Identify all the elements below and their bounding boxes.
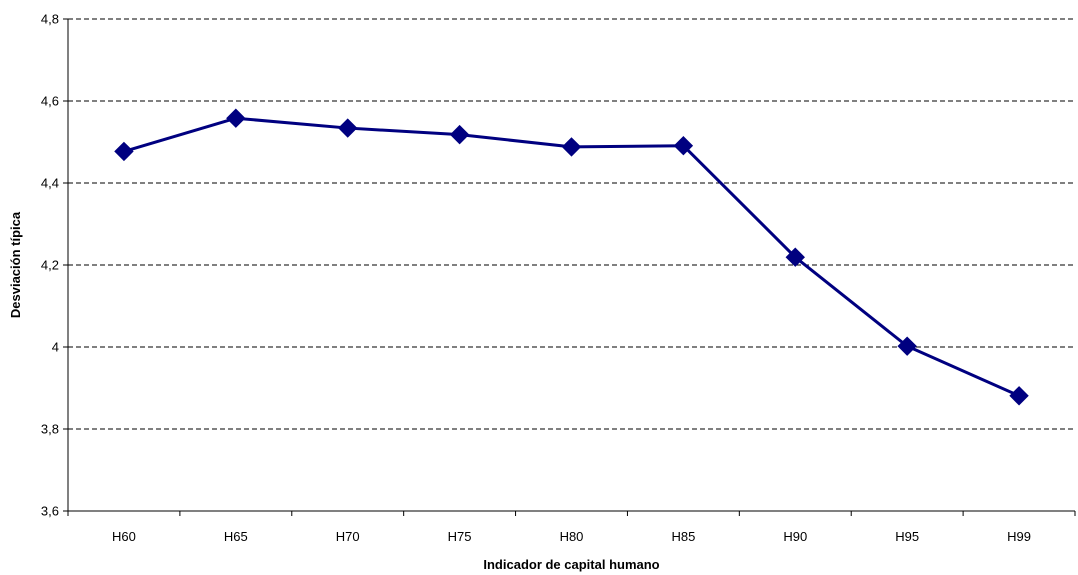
x-axis-title: Indicador de capital humano bbox=[483, 557, 659, 572]
data-point-marker bbox=[449, 124, 470, 145]
y-tick-label: 3,6 bbox=[41, 504, 59, 519]
x-tick-label: H90 bbox=[783, 529, 807, 544]
y-tick-label: 3,8 bbox=[41, 422, 59, 437]
gridlines bbox=[68, 18, 1075, 430]
x-tick-label: H95 bbox=[895, 529, 919, 544]
axes bbox=[67, 19, 1075, 512]
x-tick-labels: H60 H65 H70 H75 H80 H85 H90 H95 H99 bbox=[67, 511, 1076, 544]
data-point-marker bbox=[1009, 386, 1029, 406]
y-axis-title: Desviación típica bbox=[8, 211, 23, 318]
data-point-marker bbox=[561, 137, 582, 157]
x-tick-label: H99 bbox=[1007, 529, 1031, 544]
series-line bbox=[123, 116, 1020, 398]
y-tick-label: 4 bbox=[52, 340, 59, 355]
data-point-marker bbox=[226, 108, 246, 128]
x-tick-label: H80 bbox=[560, 529, 584, 544]
data-point-marker bbox=[338, 118, 358, 138]
x-tick-label: H75 bbox=[448, 529, 472, 544]
data-point-marker bbox=[785, 247, 805, 267]
y-tick-label: 4,2 bbox=[41, 258, 59, 273]
y-tick-label: 4,6 bbox=[41, 94, 59, 109]
x-tick-label: H60 bbox=[112, 529, 136, 544]
series-markers bbox=[114, 108, 1029, 406]
y-tick-labels: 3,6 3,8 4 4,2 4,4 4,6 4,8 bbox=[41, 12, 68, 519]
series-polyline bbox=[123, 116, 1020, 398]
x-tick-label: H70 bbox=[336, 529, 360, 544]
y-tick-label: 4,4 bbox=[41, 176, 59, 191]
data-point-marker bbox=[114, 141, 134, 162]
data-point-marker bbox=[673, 135, 694, 156]
y-tick-label: 4,8 bbox=[41, 12, 59, 27]
data-point-marker bbox=[897, 336, 917, 356]
x-tick-label: H65 bbox=[224, 529, 248, 544]
x-tick-label: H85 bbox=[671, 529, 695, 544]
